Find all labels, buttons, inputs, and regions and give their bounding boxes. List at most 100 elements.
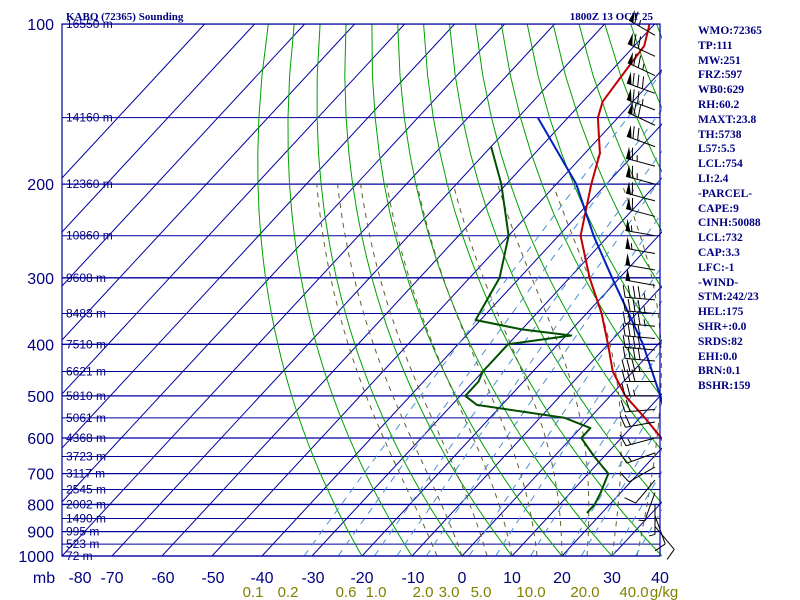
- temperature-tick-label: 40: [651, 570, 669, 587]
- wind-barb-full: [637, 74, 640, 88]
- temperature-tick-label: -80: [68, 570, 91, 587]
- wind-barb: [626, 125, 656, 148]
- wind-barb-full: [632, 299, 636, 312]
- wind-barb: [626, 88, 656, 111]
- wind-barb-full: [632, 89, 635, 102]
- mixing-ratio-label: 40.0: [619, 584, 648, 600]
- index-item: EHI:0.0: [698, 350, 738, 363]
- dry-adiabat-line: [371, 24, 563, 557]
- pressure-tick-label: 100: [27, 17, 54, 34]
- moist-adiabat-line: [316, 184, 438, 557]
- moist-adiabat-line: [337, 184, 463, 557]
- wind-barb-full: [633, 103, 637, 116]
- mixing-ratio-line: [635, 508, 662, 557]
- wind-barb-flag: [626, 181, 631, 195]
- dry-adiabat-line: [423, 24, 662, 557]
- wind-barb-staff: [626, 99, 656, 111]
- height-label: 2545 m: [66, 483, 106, 497]
- dry-adiabat-line: [316, 24, 463, 557]
- wind-barb-full: [637, 336, 641, 349]
- wind-barb-full: [626, 359, 631, 372]
- mixing-ratio-line: [530, 347, 662, 557]
- moist-adiabat-line: [621, 183, 662, 557]
- wind-barb: [625, 268, 656, 286]
- wind-barb-half: [643, 292, 646, 300]
- mixing-ratio-line: [337, 108, 662, 557]
- index-item: WMO:72365: [698, 25, 762, 37]
- dry-adiabat-line: [500, 24, 662, 399]
- isotherm-line: [511, 393, 662, 557]
- isotherm-line: [311, 177, 662, 557]
- wind-barb-full: [637, 312, 641, 326]
- temperature-tick-label: 10: [503, 570, 521, 587]
- wind-barb-flag: [629, 9, 635, 23]
- mixing-ratio-line: [612, 470, 662, 557]
- wind-barb-half: [633, 389, 636, 396]
- isotherm-line: [62, 24, 205, 179]
- wind-barb: [622, 335, 656, 351]
- wind-barb-full: [626, 369, 631, 382]
- mixing-ratio-line: [303, 71, 662, 557]
- wind-barb-full: [637, 105, 642, 118]
- wind-barb: [620, 399, 656, 413]
- wind-barb-full: [627, 346, 631, 359]
- wind-barb-full: [627, 311, 631, 325]
- wind-barb-full: [637, 299, 641, 313]
- mixing-ratio-label: 5.0: [471, 584, 492, 600]
- wind-barb: [625, 236, 656, 254]
- height-label: 5061 m: [66, 411, 106, 425]
- wind-barb-staff: [627, 62, 656, 77]
- wind-barb-flag: [626, 71, 632, 85]
- isotherm-line: [161, 24, 655, 557]
- temperature-tick-label: -30: [301, 570, 324, 587]
- height-label: 16550 m: [66, 17, 113, 31]
- wind-barb: [625, 218, 656, 237]
- wind-barb-staff: [627, 112, 656, 126]
- wind-barb: [625, 197, 656, 217]
- temperature-tick-label: -60: [151, 570, 174, 587]
- wind-barb: [625, 146, 656, 167]
- wind-barb-staff: [628, 466, 656, 483]
- dewpoint-line: [464, 146, 610, 514]
- mixing-ratio-label: 10.0: [516, 584, 545, 600]
- height-label: 5810 m: [66, 389, 106, 403]
- temperature-tick-label: -50: [201, 570, 224, 587]
- height-label: 995 m: [66, 525, 99, 539]
- mixing-ratio-label: 1.0: [366, 584, 387, 600]
- wind-barb-flag: [626, 146, 631, 160]
- index-item: SHR+:0.0: [698, 320, 747, 333]
- mixing-ratio-line: [580, 421, 662, 557]
- moist-adiabat-line: [497, 183, 590, 557]
- wind-barb-full: [632, 312, 636, 325]
- chart-title: KABQ (72365) Sounding: [66, 11, 184, 23]
- isotherm-line: [361, 231, 662, 557]
- x-axis-unit-label: mb: [33, 570, 55, 587]
- pressure-tick-label: 400: [27, 337, 54, 354]
- mixing-ratio-label: 2.0: [413, 584, 434, 600]
- wind-barb-flag: [627, 52, 633, 65]
- height-label: 2002 m: [66, 497, 106, 511]
- index-item: LCL:754: [698, 158, 743, 171]
- wind-barb-full: [626, 383, 631, 396]
- mixing-ratio-line: [373, 150, 662, 557]
- wind-barb-full: [627, 335, 631, 348]
- isotherm-line: [62, 24, 255, 233]
- wind-barb-half: [638, 519, 645, 522]
- wind-barb: [620, 466, 656, 483]
- wind-barb-flag: [625, 268, 631, 282]
- wind-barb-full: [622, 323, 626, 336]
- wind-barb-staff: [625, 421, 656, 428]
- wind-barb: [622, 311, 656, 327]
- moist-adiabat-line: [386, 184, 513, 557]
- mixing-ratio-label: 20.0: [570, 584, 599, 600]
- wind-barb-flag: [625, 236, 631, 250]
- wind-barb: [625, 253, 656, 271]
- height-label: 8483 m: [66, 306, 106, 320]
- dry-adiabat-line: [397, 24, 613, 557]
- wind-barb-full: [632, 335, 636, 349]
- wind-barb-full: [622, 346, 626, 359]
- wind-barb-full: [619, 434, 627, 446]
- wind-barb: [654, 526, 675, 560]
- wind-barb: [624, 479, 656, 504]
